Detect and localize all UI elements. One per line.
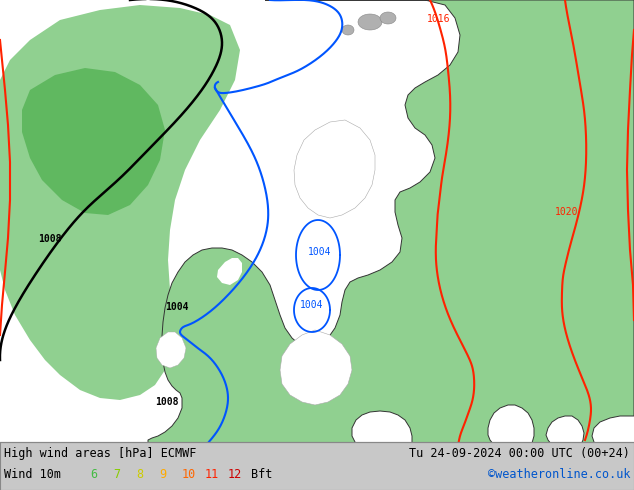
Text: 1024: 1024 — [601, 448, 624, 458]
Polygon shape — [217, 258, 242, 285]
Text: 1016: 1016 — [427, 14, 451, 24]
Text: 9: 9 — [159, 468, 166, 482]
Polygon shape — [530, 0, 634, 350]
Text: 12: 12 — [228, 468, 242, 482]
Polygon shape — [280, 330, 352, 405]
Text: 11: 11 — [205, 468, 219, 482]
Text: 1008: 1008 — [293, 468, 316, 478]
Polygon shape — [358, 14, 382, 30]
Polygon shape — [148, 0, 634, 490]
Polygon shape — [294, 120, 375, 218]
Polygon shape — [0, 5, 240, 400]
Polygon shape — [156, 332, 186, 368]
Text: Wind 10m: Wind 10m — [4, 468, 61, 482]
Polygon shape — [22, 68, 165, 215]
Text: 8: 8 — [136, 468, 143, 482]
Text: 1004: 1004 — [300, 300, 323, 310]
Text: 1004: 1004 — [165, 302, 188, 312]
Text: 1016: 1016 — [432, 467, 455, 477]
Text: Tu 24-09-2024 00:00 UTC (00+24): Tu 24-09-2024 00:00 UTC (00+24) — [409, 447, 630, 461]
Text: 6: 6 — [90, 468, 97, 482]
Text: ©weatheronline.co.uk: ©weatheronline.co.uk — [488, 468, 630, 482]
Bar — [0, 442, 634, 490]
Text: 10: 10 — [182, 468, 197, 482]
Text: 7: 7 — [113, 468, 120, 482]
Text: 1008: 1008 — [38, 234, 61, 244]
Text: 1020: 1020 — [555, 207, 578, 217]
Text: Bft: Bft — [251, 468, 273, 482]
Text: High wind areas [hPa] ECMWF: High wind areas [hPa] ECMWF — [4, 447, 197, 461]
Text: 1008: 1008 — [155, 397, 179, 407]
Polygon shape — [342, 25, 354, 35]
Text: 1013: 1013 — [148, 467, 172, 477]
Polygon shape — [380, 12, 396, 24]
Text: 1004: 1004 — [308, 247, 332, 257]
